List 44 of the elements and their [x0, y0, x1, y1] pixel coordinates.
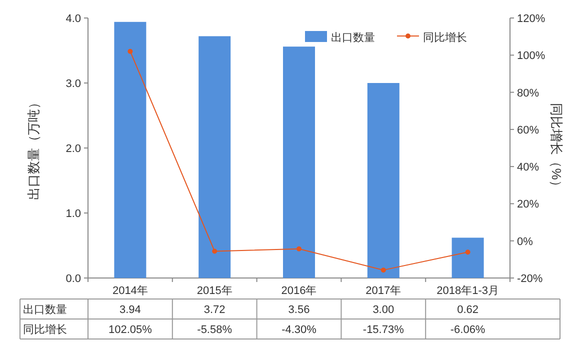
y-tick-label: 4.0: [66, 13, 81, 25]
text: 同比增长: [23, 324, 67, 336]
x-tick-label: 2015年: [196, 285, 232, 297]
data-label: 0.62: [457, 304, 479, 316]
legend-label: 同比增长: [423, 31, 467, 44]
bar: [198, 36, 231, 278]
point: [128, 48, 133, 54]
data-label: -4.30%: [282, 324, 317, 336]
y2-tick-label: 60%: [517, 124, 540, 136]
bar: [367, 83, 400, 278]
legend-label: 出口数量: [331, 31, 375, 44]
x-tick-label: 2018年1-3月: [436, 285, 499, 297]
y2-tick-label: 80%: [517, 87, 540, 100]
point: [380, 268, 386, 273]
y2-tick-label: 20%: [517, 198, 540, 211]
point: [465, 250, 470, 255]
data-label: 3.72: [204, 304, 226, 316]
bar: [283, 46, 315, 278]
data-label: 3.56: [288, 304, 310, 316]
y-tick-label: 1.0: [66, 208, 81, 220]
data-label: 3.00: [372, 304, 394, 316]
y2-tick-label: 100%: [517, 50, 546, 62]
data-label: -15.73%: [362, 324, 404, 336]
bar: [114, 22, 146, 278]
y2-tick-label: 40%: [517, 162, 540, 174]
x-tick-label: 2016年: [281, 285, 317, 297]
y2-tick-label: 120%: [517, 13, 546, 25]
data-label: 3.94: [119, 304, 141, 316]
bar: [452, 238, 484, 278]
x-tick-label: 2017年: [366, 285, 402, 297]
x-tick-label: 2014年: [112, 285, 148, 297]
data-label: -6.06%: [450, 324, 486, 336]
data-label: -5.58%: [197, 324, 232, 336]
text: 出口数量: [23, 304, 67, 316]
data-label: 102.05%: [108, 324, 152, 336]
y2-tick-label: -20%: [517, 273, 543, 285]
y-tick-label: 3.0: [66, 78, 81, 90]
point: [296, 246, 302, 252]
point: [212, 248, 218, 254]
y-axis-title: 出口数量（万吨）: [26, 96, 41, 200]
y2-tick-label: 0%: [517, 236, 534, 248]
y2-axis-title: 同比增长（%）: [549, 103, 564, 193]
y-tick-label: 2.0: [66, 143, 81, 155]
y-tick-label: 0.0: [66, 273, 81, 285]
